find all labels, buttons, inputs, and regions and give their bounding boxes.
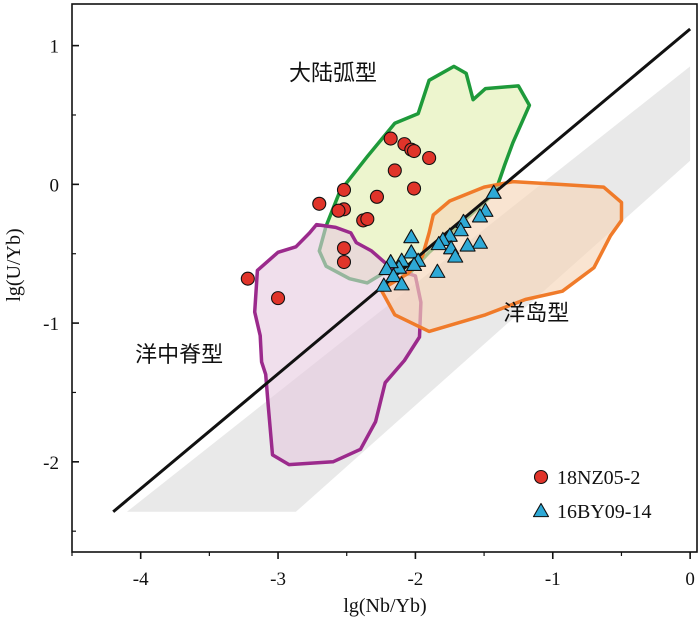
data-points-layer	[240, 131, 502, 306]
circle-point	[360, 211, 375, 227]
circle-point	[240, 271, 255, 286]
triangle-point	[471, 208, 489, 223]
legend-marker	[533, 469, 549, 485]
circle-point	[336, 182, 352, 197]
triangle-point	[403, 229, 420, 244]
region-label-3: 洋岛型	[503, 300, 569, 325]
circle-point	[383, 131, 398, 146]
field-region-3	[379, 179, 624, 334]
region-label-1: 大陆弧型	[289, 60, 377, 85]
circle-point	[336, 254, 352, 270]
field-region-2	[252, 222, 423, 467]
triangle-point	[471, 234, 489, 249]
y-tick-label: -1	[43, 314, 59, 335]
circle-point	[369, 189, 384, 204]
triangle-point	[405, 256, 423, 271]
circle-point	[387, 163, 402, 178]
x-tick-label: -4	[133, 569, 149, 590]
y-tick-label: 0	[50, 175, 60, 196]
triangle-point	[485, 184, 502, 199]
triangle-point	[459, 237, 476, 252]
circle-point	[312, 196, 327, 211]
x-axis-label: lg(Nb/Yb)	[343, 595, 426, 617]
x-tick-label: -2	[407, 569, 423, 590]
triangle-point	[375, 277, 392, 292]
triangle-point	[385, 267, 402, 283]
triangle-point	[403, 244, 420, 259]
circle-point	[422, 150, 437, 166]
triangle-point	[429, 263, 446, 278]
x-tick-label: 0	[685, 569, 695, 590]
region-label-2: 洋中脊型	[135, 342, 223, 367]
circle-point	[406, 181, 422, 196]
plot-frame	[71, 3, 698, 553]
x-tick-label: -1	[545, 569, 561, 590]
axes-layer: -4 -3 -2 -1 0 1 0 -1 -2	[43, 3, 698, 590]
legend-label: 18NZ05-2	[557, 467, 640, 489]
y-tick-label: 1	[50, 37, 60, 58]
triangle-point	[378, 260, 395, 276]
x-tick-label: -3	[270, 569, 286, 590]
y-axis-label: lg(U/Yb)	[3, 228, 25, 301]
circle-point	[270, 291, 286, 306]
legend-marker	[532, 502, 550, 518]
triangle-point	[393, 276, 410, 291]
triangle-point	[452, 222, 469, 237]
y-tick-label: -2	[43, 453, 59, 474]
triangle-point	[447, 248, 464, 263]
circle-point	[336, 241, 352, 256]
circle-point	[406, 144, 422, 159]
legend-label: 16BY09-14	[557, 501, 651, 523]
circle-point	[331, 203, 346, 218]
triangle-point	[430, 235, 447, 251]
field-regions-layer	[252, 64, 624, 467]
legend: 18NZ05-2 16BY09-14	[532, 467, 651, 523]
